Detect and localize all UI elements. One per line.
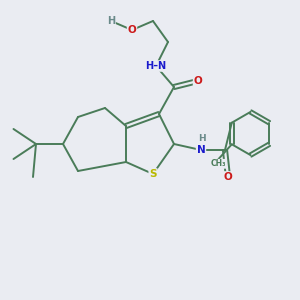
Text: CH₃: CH₃ [211,159,226,168]
Text: H: H [198,134,206,143]
Text: O: O [224,172,232,182]
Text: N: N [196,145,206,155]
Text: O: O [128,25,136,35]
Text: O: O [194,76,202,86]
Text: H–N: H–N [146,61,167,71]
Text: H: H [107,16,115,26]
Text: S: S [149,169,157,179]
